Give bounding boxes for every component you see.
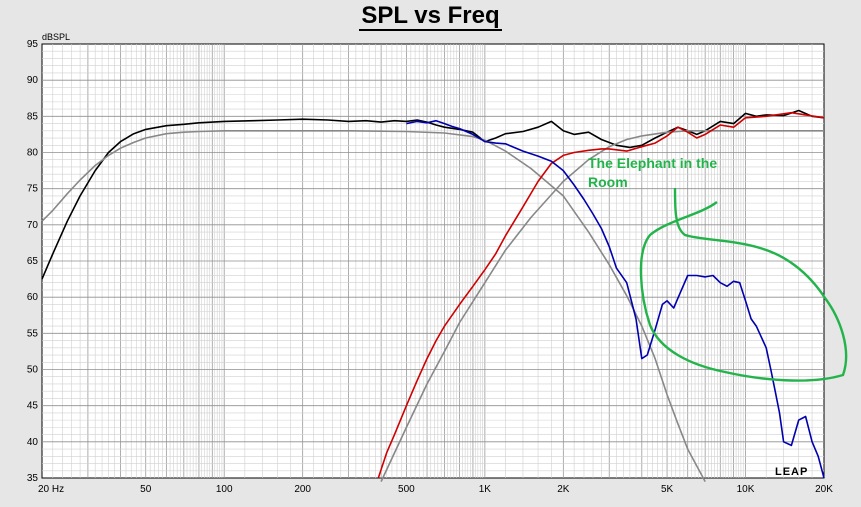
x-tick-label: 200 [294,484,311,495]
x-tick-label: 500 [398,484,415,495]
y-tick-label: 90 [27,75,39,86]
series-line-4 [377,111,825,479]
annotation-line-1: The Elephant in the [588,155,717,171]
y-tick-label: 60 [27,292,39,303]
y-tick-label: 45 [27,401,39,412]
y-tick-label: 95 [27,39,39,50]
chart-title-text: SPL vs Freq [359,2,502,31]
x-tick-label: 5K [661,484,674,495]
grid: 35 40 45 50 55 60 65 70 75 80 85 90 95 20 Hz 50 100 200 5… [27,39,833,495]
series-line-3 [380,130,824,482]
y-tick-label: 80 [27,148,39,159]
x-tick-label: 100 [216,484,233,495]
x-tick-label: 20 Hz [38,484,64,495]
y-tick-label: 70 [27,220,39,231]
annotation-line-2: Room [588,174,628,190]
chart-title: SPL vs Freq [0,2,861,31]
y-tick-label: 75 [27,184,39,195]
elephant-ear-outline [639,187,848,382]
x-tick-label: 50 [140,484,152,495]
x-tick-label: 20K [815,484,833,495]
x-tick-label: 10K [737,484,755,495]
y-tick-label: 35 [27,473,39,484]
x-tick-label: 1K [479,484,492,495]
y-axis-label: dBSPL [42,32,70,42]
y-tick-label: 65 [27,256,39,267]
leap-watermark: LEAP [775,466,808,478]
annotation-layer: The Elephant in the Room [588,155,848,382]
x-tick-label: 2K [557,484,570,495]
y-tick-label: 85 [27,111,39,122]
y-tick-label: 40 [27,437,39,448]
series-line-2 [41,130,706,482]
y-tick-label: 50 [27,365,39,376]
y-tick-label: 55 [27,328,39,339]
